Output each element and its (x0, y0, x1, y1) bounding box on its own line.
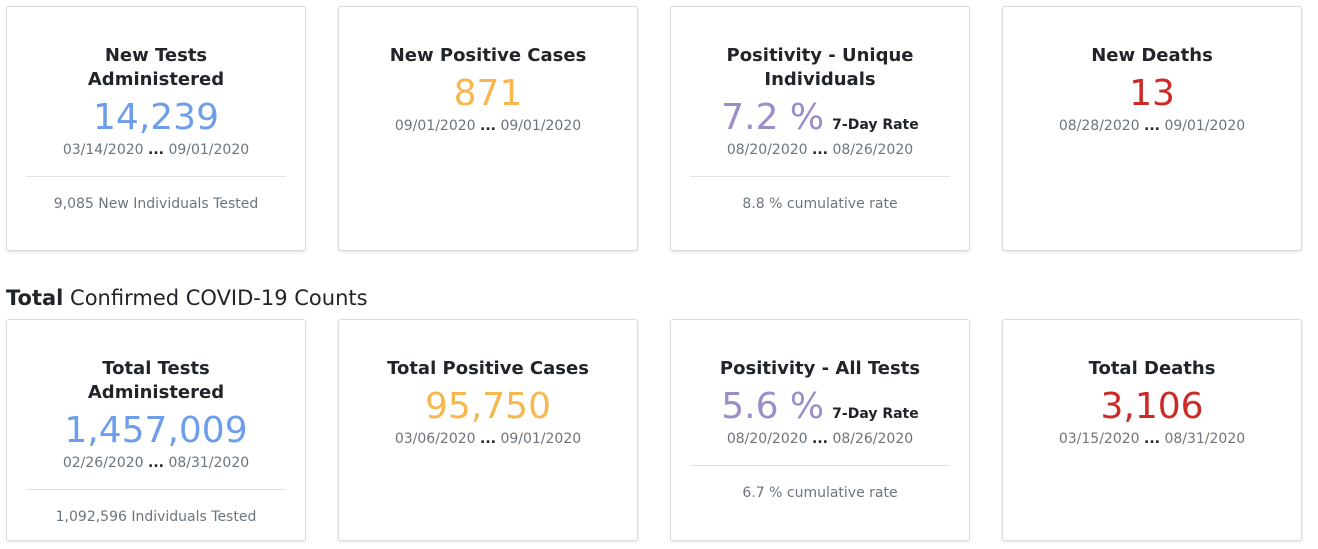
card-value: 7.2 % (721, 97, 825, 138)
card-title: New Deaths (1091, 45, 1213, 66)
date-end: 09/01/2020 (500, 118, 582, 134)
date-end: 08/26/2020 (832, 142, 914, 158)
date-ellipsis: ... (812, 142, 828, 158)
date-start: 08/20/2020 (726, 431, 808, 447)
date-start: 03/15/2020 (1058, 431, 1140, 447)
total-positive-cases-card: Total Positive Cases 95,750 03/06/2020 .… (338, 319, 638, 541)
date-end: 09/01/2020 (1164, 118, 1246, 134)
date-range: 08/20/2020 ... 08/26/2020 (671, 429, 969, 449)
card-title: Positivity - Unique Individuals (726, 45, 914, 90)
section-heading-rest: Confirmed COVID-19 Counts (63, 286, 368, 310)
card-footer: 8.8 % cumulative rate (742, 196, 898, 212)
total-deaths-card: Total Deaths 3,106 03/15/2020 ... 08/31/… (1002, 319, 1302, 541)
date-range: 08/28/2020 ... 09/01/2020 (1003, 116, 1301, 136)
date-end: 08/26/2020 (832, 431, 914, 447)
total-tests-card: Total Tests Administered 1,457,009 02/26… (6, 319, 306, 541)
card-value: 14,239 (93, 97, 219, 138)
card-divider (690, 465, 950, 466)
date-ellipsis: ... (480, 118, 496, 134)
date-end: 08/31/2020 (1164, 431, 1246, 447)
date-range: 08/20/2020 ... 08/26/2020 (671, 140, 969, 160)
card-value: 871 (453, 73, 523, 114)
new-deaths-card: New Deaths 13 08/28/2020 ... 09/01/2020 (1002, 6, 1302, 251)
new-positive-cases-card: New Positive Cases 871 09/01/2020 ... 09… (338, 6, 638, 251)
card-value: 13 (1129, 73, 1175, 114)
rate-label: 7-Day Rate (832, 117, 919, 133)
date-range: 03/14/2020 ... 09/01/2020 (7, 140, 305, 160)
card-title: Positivity - All Tests (719, 358, 921, 379)
card-footer: 9,085 New Individuals Tested (53, 196, 259, 212)
date-range: 03/06/2020 ... 09/01/2020 (339, 429, 637, 449)
card-value: 3,106 (1100, 386, 1204, 427)
date-end: 09/01/2020 (500, 431, 582, 447)
date-ellipsis: ... (148, 455, 164, 471)
date-range: 02/26/2020 ... 08/31/2020 (7, 453, 305, 473)
card-title: New Tests Administered (87, 45, 225, 90)
date-ellipsis: ... (812, 431, 828, 447)
date-start: 02/26/2020 (62, 455, 144, 471)
card-divider (690, 176, 950, 177)
card-footer: 6.7 % cumulative rate (742, 485, 898, 501)
date-start: 09/01/2020 (394, 118, 476, 134)
card-title: New Positive Cases (389, 45, 587, 66)
card-value: 5.6 % (721, 386, 825, 427)
rate-line: 5.6 % 7-Day Rate (671, 385, 969, 429)
card-footer: 1,092,596 Individuals Tested (55, 509, 257, 525)
date-range: 03/15/2020 ... 08/31/2020 (1003, 429, 1301, 449)
card-title: Total Positive Cases (387, 358, 589, 379)
card-title: Total Tests Administered (87, 358, 225, 403)
date-start: 03/14/2020 (62, 142, 144, 158)
card-value: 1,457,009 (64, 410, 248, 451)
card-title: Total Deaths (1088, 358, 1216, 379)
rate-label: 7-Day Rate (832, 406, 919, 422)
date-end: 09/01/2020 (168, 142, 250, 158)
section-heading-bold: Total (6, 286, 64, 310)
date-end: 08/31/2020 (168, 455, 250, 471)
positivity-unique-card: Positivity - Unique Individuals 7.2 % 7-… (670, 6, 970, 251)
date-ellipsis: ... (148, 142, 164, 158)
date-start: 03/06/2020 (394, 431, 476, 447)
card-value: 95,750 (425, 386, 551, 427)
new-tests-card: New Tests Administered 14,239 03/14/2020… (6, 6, 306, 251)
date-start: 08/28/2020 (1058, 118, 1140, 134)
date-range: 09/01/2020 ... 09/01/2020 (339, 116, 637, 136)
date-start: 08/20/2020 (726, 142, 808, 158)
positivity-all-tests-card: Positivity - All Tests 5.6 % 7-Day Rate … (670, 319, 970, 541)
section-heading: Total Confirmed COVID-19 Counts (6, 284, 368, 312)
rate-line: 7.2 % 7-Day Rate (671, 96, 969, 140)
date-ellipsis: ... (480, 431, 496, 447)
date-ellipsis: ... (1144, 431, 1160, 447)
card-divider (26, 489, 286, 490)
card-divider (26, 176, 286, 177)
date-ellipsis: ... (1144, 118, 1160, 134)
